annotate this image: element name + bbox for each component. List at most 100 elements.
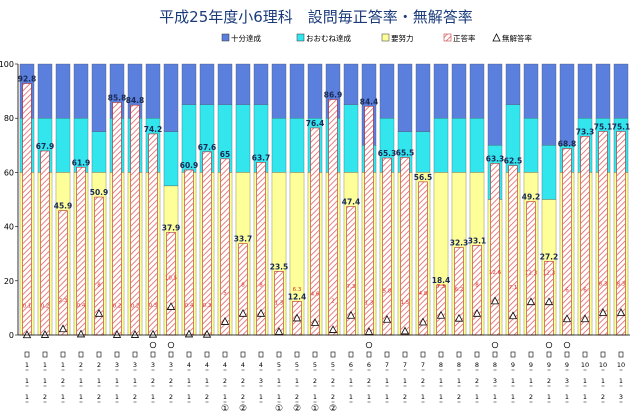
x-axis: 1 1 1 1 1 2 1 2 1 2 1 1 2 1 2 3 1 1 3 1 2 3 2 1 3 2 2 4 1 1 4 1 2 4 2 1 ① 4 2 2… bbox=[18, 334, 630, 414]
bar-correct-rate bbox=[508, 165, 518, 336]
bar-band-full bbox=[73, 63, 89, 119]
x-tick-label: 8 bbox=[457, 361, 461, 369]
x-tick-label: 1 bbox=[349, 377, 353, 385]
marker-no-answer bbox=[328, 325, 338, 333]
label-no-answer: 8 bbox=[475, 282, 479, 288]
x-tick-label: 1 bbox=[97, 377, 101, 385]
x-checkbox bbox=[366, 351, 372, 358]
x-tick-label: 2 bbox=[295, 393, 299, 401]
x-tick-label: 1 bbox=[439, 377, 443, 385]
bar-band-full bbox=[379, 63, 395, 119]
x-tick-label: 1 bbox=[223, 393, 227, 401]
label-no-answer: 1.5 bbox=[401, 300, 410, 306]
x-checkbox bbox=[60, 351, 66, 358]
label-correct-rate: 18.4 bbox=[432, 276, 451, 285]
x-tick-label: 2 bbox=[331, 393, 335, 401]
x-tick-label: 1 bbox=[439, 393, 443, 401]
bar-band-full bbox=[217, 63, 233, 105]
bar-band-full bbox=[199, 63, 215, 105]
bar-correct-rate bbox=[310, 127, 320, 336]
x-tick-label: 1 bbox=[277, 393, 281, 401]
x-tick-label: 2 bbox=[367, 377, 371, 385]
y-tick-label: 100 bbox=[0, 60, 14, 69]
x-tick-label: 9 bbox=[565, 361, 569, 369]
label-no-answer: 6 bbox=[565, 288, 569, 294]
x-checkbox bbox=[528, 351, 534, 358]
x-tick-label: 7 bbox=[421, 361, 425, 369]
label-no-answer: 7.3 bbox=[347, 284, 356, 290]
bar-band-full bbox=[487, 63, 503, 146]
x-checkbox bbox=[168, 351, 174, 358]
marker-no-answer bbox=[490, 296, 500, 305]
x-tick-label: 1 bbox=[61, 393, 65, 401]
bar-band-full bbox=[145, 63, 161, 119]
x-tick-label: 1 bbox=[25, 393, 29, 401]
label-correct-rate: 45.9 bbox=[54, 202, 73, 211]
x-marker-circle bbox=[167, 341, 175, 349]
x-tick-label: 10 bbox=[599, 361, 607, 369]
bar-band-full bbox=[559, 63, 575, 146]
bar-correct-rate bbox=[382, 157, 392, 336]
x-checkbox bbox=[204, 351, 210, 358]
x-sub-label: ② bbox=[329, 404, 337, 414]
legend-swatch bbox=[296, 33, 305, 42]
marker-no-answer bbox=[256, 308, 266, 317]
x-tick-label: 4 bbox=[223, 361, 227, 369]
bar-band-mostly bbox=[523, 118, 539, 173]
label-correct-rate: 50.9 bbox=[90, 188, 109, 197]
x-marker-circle bbox=[563, 341, 571, 349]
label-no-answer: 4.8 bbox=[419, 291, 428, 297]
x-marker-circle bbox=[365, 341, 373, 349]
bar-band-full bbox=[289, 63, 305, 119]
label-correct-rate: 73.3 bbox=[576, 127, 595, 136]
label-correct-rate: 56.5 bbox=[414, 173, 433, 182]
bar-correct-rate bbox=[130, 104, 140, 336]
x-tick-label: 3 bbox=[619, 393, 623, 401]
plot-area: 92.80.167.90.245.92.361.90.450.9885.80.2… bbox=[18, 63, 631, 339]
bar-correct-rate bbox=[166, 231, 176, 336]
x-checkbox bbox=[312, 351, 318, 358]
bar-correct-rate bbox=[472, 244, 482, 336]
label-no-answer: 10.5 bbox=[165, 276, 178, 282]
x-checkbox bbox=[420, 351, 426, 358]
label-no-answer: 0.1 bbox=[23, 304, 32, 310]
legend-swatch bbox=[381, 33, 390, 42]
x-checkbox bbox=[456, 351, 462, 358]
bar-correct-rate bbox=[598, 131, 608, 336]
bar-correct-rate bbox=[184, 169, 194, 336]
marker-no-answer bbox=[274, 327, 284, 335]
x-marker-circle bbox=[545, 341, 553, 349]
y-tick-label: 60 bbox=[4, 168, 14, 177]
label-no-answer: 8 bbox=[97, 282, 101, 288]
label-correct-rate: 75.1 bbox=[594, 122, 613, 131]
bar-band-mostly bbox=[343, 104, 359, 173]
label-no-answer: 5 bbox=[223, 290, 227, 296]
marker-no-answer bbox=[346, 310, 356, 319]
x-sub-label: ② bbox=[239, 404, 247, 414]
marker-no-answer bbox=[220, 317, 230, 325]
x-checkbox bbox=[582, 351, 588, 358]
bar-band-full bbox=[91, 63, 107, 132]
x-tick-label: 10 bbox=[581, 361, 589, 369]
marker-no-answer bbox=[22, 330, 32, 339]
x-tick-label: 1 bbox=[313, 393, 317, 401]
label-correct-rate: 75.1 bbox=[612, 122, 631, 131]
marker-no-answer bbox=[400, 326, 410, 335]
x-tick-label: 1 bbox=[601, 377, 605, 385]
bar-correct-rate bbox=[238, 243, 248, 336]
legend-label: 要努力 bbox=[391, 33, 414, 43]
bar-band-full bbox=[397, 63, 413, 132]
x-tick-label: 3 bbox=[133, 361, 137, 369]
x-tick-label: 1 bbox=[115, 377, 119, 385]
label-correct-rate: 67.6 bbox=[198, 143, 217, 152]
legend-swatch-correct bbox=[443, 33, 452, 42]
label-no-answer: 5.8 bbox=[383, 288, 392, 294]
x-tick-label: 9 bbox=[511, 361, 515, 369]
x-checkbox bbox=[294, 351, 300, 358]
x-tick-label: 9 bbox=[547, 361, 551, 369]
x-tick-label: 1 bbox=[277, 377, 281, 385]
label-correct-rate: 65 bbox=[220, 150, 230, 159]
x-tick-label: 1 bbox=[529, 377, 533, 385]
bar-band-mostly bbox=[433, 118, 449, 173]
label-correct-rate: 65.5 bbox=[396, 148, 415, 157]
